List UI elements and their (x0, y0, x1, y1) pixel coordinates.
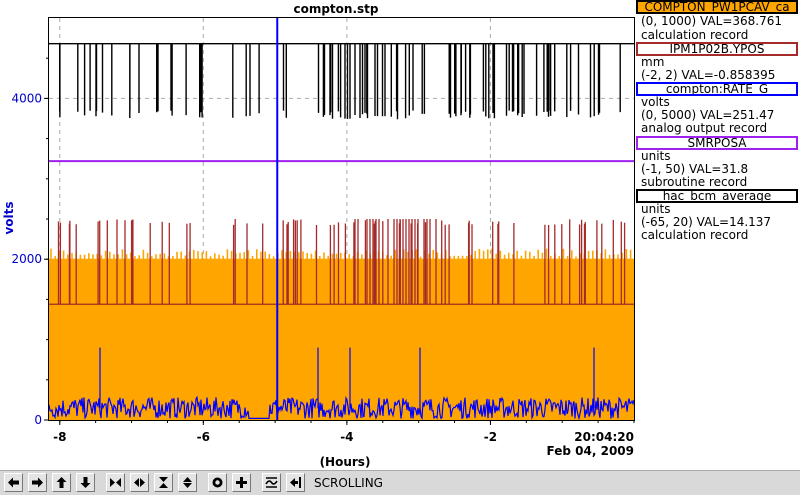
y-tick-label: 0 (34, 413, 42, 427)
arrow-down-icon (80, 477, 91, 488)
legend-name: IPM1P02B.YPOS (669, 42, 765, 56)
current-time: 20:04:20 (574, 430, 634, 444)
legend-name: SMRPOSA (687, 136, 747, 150)
legend-range: (0, 1000) VAL=368.761 (641, 14, 782, 28)
zoom-in-horizontal-icon (110, 478, 121, 487)
legend-box-smrposa[interactable]: SMRPOSA (636, 136, 798, 150)
y-tick-label: 2000 (11, 252, 42, 266)
plus-icon (236, 477, 247, 488)
pan-left-button[interactable] (4, 473, 23, 492)
x-tick-label: -4 (340, 430, 353, 444)
legend-box-ipm1p02b[interactable]: IPM1P02B.YPOS (636, 42, 798, 56)
legend-units: units (641, 202, 671, 216)
y-tick-label: 4000 (11, 91, 42, 105)
legend-range: (-2, 2) VAL=-0.858395 (641, 68, 776, 82)
legend-units: volts (641, 95, 670, 109)
legend-name: hac_bcm_average (662, 189, 772, 203)
legend-box-hac-bcm[interactable]: hac_bcm_average (636, 189, 798, 203)
zoom-in-vertical-button[interactable] (154, 473, 173, 492)
arrow-up-icon (56, 477, 67, 488)
series-orange-line (50, 248, 632, 420)
series-layer (48, 43, 635, 421)
auto-scale-button[interactable] (262, 473, 281, 492)
record-button[interactable] (208, 473, 227, 492)
legend-box-rate-g[interactable]: compton:RATE_G (636, 82, 798, 96)
x-axis-label: (Hours) (320, 455, 371, 469)
legend-type: subroutine record (641, 175, 748, 189)
pan-up-button[interactable] (52, 473, 71, 492)
pan-down-button[interactable] (76, 473, 95, 492)
zoom-in-vertical-icon (159, 477, 168, 488)
pan-right-button[interactable] (28, 473, 47, 492)
zoom-out-horizontal-icon (134, 478, 145, 487)
series-blue-line (48, 347, 635, 421)
zoom-out-vertical-button[interactable] (178, 473, 197, 492)
x-tick-label: -8 (53, 430, 66, 444)
zoom-out-horizontal-button[interactable] (130, 473, 149, 492)
record-icon (212, 477, 223, 488)
scroll-mode-icon (290, 477, 301, 488)
scroll-mode-button[interactable] (286, 473, 305, 492)
legend-name: COMPTON_PW1PCAV_ca (644, 0, 790, 14)
scroll-status-label: SCROLLING (314, 476, 383, 490)
y-axis-ticks: 0 2000 4000 (11, 57, 49, 427)
arrow-left-icon (8, 477, 19, 488)
chart-title: compton.stp (293, 2, 378, 16)
zoom-out-vertical-icon (183, 477, 192, 488)
auto-scale-icon (265, 477, 278, 488)
legend-range: (-65, 20) VAL=14.137 (641, 215, 772, 229)
legend-type: calculation record (641, 28, 749, 42)
x-axis-ticks: -8 -6 -4 -2 (53, 420, 635, 444)
toolbar: SCROLLING (0, 470, 800, 495)
y-axis-label: volts (2, 201, 16, 234)
zoom-in-horizontal-button[interactable] (106, 473, 125, 492)
legend-type: analog output record (641, 121, 768, 135)
legend-type: calculation record (641, 228, 749, 242)
legend-units: units (641, 149, 671, 163)
legend-name: compton:RATE_G (665, 82, 769, 96)
x-tick-label: -2 (484, 430, 497, 444)
legend-range: (-1, 50) VAL=31.8 (641, 162, 749, 176)
legend-box-pw1pcav[interactable]: COMPTON_PW1PCAV_ca (636, 0, 798, 14)
legend-units: mm (641, 55, 665, 69)
arrow-right-icon (32, 477, 43, 488)
legend-range: (0, 5000) VAL=251.47 (641, 108, 775, 122)
add-button[interactable] (232, 473, 251, 492)
series-black-line (49, 43, 634, 120)
current-date: Feb 04, 2009 (547, 444, 634, 458)
series-brown-line (49, 219, 634, 305)
x-tick-label: -6 (197, 430, 210, 444)
